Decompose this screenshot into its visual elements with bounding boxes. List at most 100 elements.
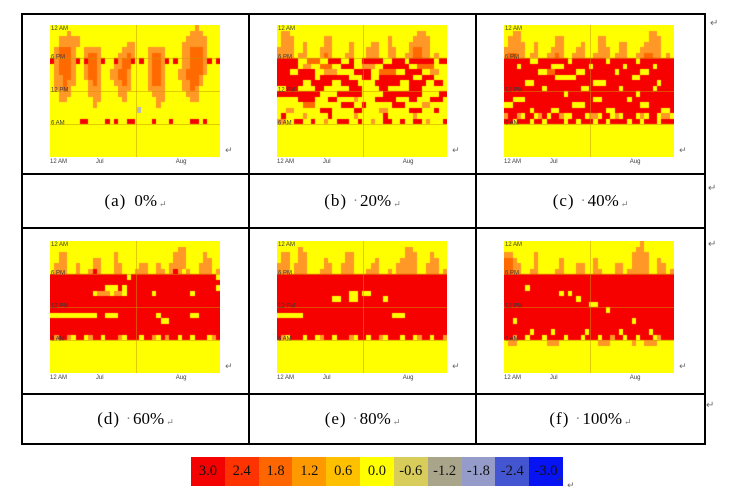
paragraph-mark: ↵ (452, 145, 460, 155)
paragraph-mark: ↵ (225, 361, 233, 371)
xtick-jul: Jul (322, 159, 331, 165)
xtick-aug: Aug (402, 375, 414, 381)
caption-percent: 100% (582, 409, 623, 428)
paragraph-mark: ↵ (225, 145, 233, 155)
caption-percent: 0% (134, 191, 157, 210)
ytick-12am-bottom: 12 AM (50, 375, 68, 381)
caption-label: (b) (324, 191, 348, 210)
ytick-12am-bottom: 12 AM (277, 375, 295, 381)
heatmap-panel-a: 12 AM 6 PM 12 PM 6 AM 12 AM Jul Aug ↵ (23, 15, 250, 175)
colorbar-segment: 0.6 (326, 457, 361, 486)
colorbar-segment: -3.0 ↵ (529, 457, 563, 486)
ytick-12am-top: 12 AM (505, 26, 523, 32)
caption-label: (f) (549, 409, 570, 428)
xtick-jul: Jul (549, 159, 558, 165)
paragraph-mark: ↵ (620, 198, 629, 209)
ytick-6pm: 6 PM (505, 54, 520, 61)
heatmap-panel-c: 12 AM 6 PM 12 PM 6 AM 12 AM Jul Aug ↵ (477, 15, 704, 175)
ytick-6pm: 6 PM (505, 270, 520, 277)
caption-label: (d) (97, 409, 121, 428)
paragraph-mark: ↵ (392, 416, 401, 427)
ytick-6am: 6 AM (51, 336, 65, 343)
colorbar-segment: 0.0 (360, 457, 394, 486)
ytick-12pm: 12 PM (51, 303, 69, 310)
heatmap-panel-f: 12 AM 6 PM 12 PM 6 AM 12 AM Jul Aug ↵ (477, 229, 704, 395)
caption-percent: 60% (133, 409, 165, 428)
colorbar-tick-label: 0.6 (334, 463, 353, 479)
caption-d: (d) · 60% ↵ (23, 395, 250, 443)
ytick-6am: 6 AM (505, 336, 519, 343)
heatmap-plot: 12 AM 6 PM 12 PM 6 AM 12 AM Jul Aug (504, 25, 674, 165)
heatmap-plot: 12 AM 6 PM 12 PM 6 AM 12 AM Jul Aug (504, 241, 674, 381)
xtick-jul: Jul (549, 375, 558, 381)
ytick-12pm: 12 PM (278, 87, 296, 94)
colorbar-segment: -0.6 (393, 457, 428, 486)
paragraph-mark: ↵ (706, 400, 715, 411)
colorbar-segment: 3.0 (191, 457, 225, 486)
colorbar-segment: 1.2 (292, 457, 327, 486)
paragraph-mark: ↵ (708, 239, 717, 250)
heatmap-panel-b: 12 AM 6 PM 12 PM 6 AM 12 AM Jul Aug ↵ (250, 15, 477, 175)
xtick-jul: Jul (95, 375, 104, 381)
paragraph-mark: ↵ (710, 18, 719, 29)
heatmap-canvas (277, 241, 447, 373)
xtick-jul: Jul (95, 159, 104, 165)
paragraph-mark: ↵ (567, 480, 575, 490)
caption-label: (c) (552, 191, 575, 210)
ytick-12pm: 12 PM (505, 303, 523, 310)
paragraph-mark: ↵ (166, 416, 174, 427)
ytick-12pm: 12 PM (51, 87, 69, 94)
ytick-6pm: 6 PM (278, 270, 293, 277)
colorbar-segment: 2.4 (224, 457, 259, 486)
caption-c: (c) · 40% ↵ (477, 175, 704, 229)
ytick-12am-bottom: 12 AM (504, 159, 522, 165)
colorbar-tick-label: -1.8 (466, 463, 490, 479)
heatmap-canvas (277, 25, 447, 157)
xtick-aug: Aug (402, 159, 414, 165)
colorbar-tick-label: 3.0 (198, 463, 217, 479)
colorbar-tick-label: -2.4 (500, 463, 524, 479)
colorbar-segment: 1.8 (258, 457, 293, 486)
space-mark: · (126, 410, 132, 427)
ytick-6pm: 6 PM (51, 54, 66, 61)
paragraph-mark: ↵ (679, 361, 687, 371)
xtick-aug: Aug (629, 375, 641, 381)
ytick-12pm: 12 PM (505, 87, 523, 94)
heatmap-plot: 12 AM 6 PM 12 PM 6 AM 12 AM Jul Aug (277, 241, 447, 381)
caption-percent: 20% (360, 191, 392, 210)
heatmap-plot: 12 AM 6 PM 12 PM 6 AM 12 AM Jul Aug (277, 25, 447, 165)
caption-label: (a) (104, 191, 127, 210)
ytick-12am-top: 12 AM (505, 242, 523, 248)
colorbar-tick-label: 0.0 (367, 463, 387, 479)
paragraph-mark: ↵ (679, 145, 687, 155)
colorbar-tick-label: -3.0 (534, 463, 558, 479)
heatmap-canvas (50, 241, 220, 373)
ytick-6pm: 6 PM (278, 54, 293, 61)
caption-label: (e) (324, 409, 347, 428)
xtick-aug: Aug (175, 375, 187, 381)
heatmap-canvas (504, 241, 674, 373)
heatmap-canvas (504, 25, 674, 157)
heatmap-panel-d: 12 AM 6 PM 12 PM 6 AM 12 AM Jul Aug ↵ (23, 229, 250, 395)
ytick-6am: 6 AM (278, 120, 292, 127)
caption-percent: 40% (587, 191, 619, 210)
paragraph-mark: ↵ (452, 361, 460, 371)
space-mark: · (353, 192, 359, 209)
heatmap-canvas (50, 25, 220, 157)
heatmap-panel-e: 12 AM 6 PM 12 PM 6 AM 12 AM Jul Aug ↵ (250, 229, 477, 395)
ytick-12am-bottom: 12 AM (277, 159, 295, 165)
ytick-12am-top: 12 AM (51, 26, 69, 32)
colorbar-tick-label: 1.8 (266, 463, 285, 479)
artifact-speck (137, 107, 141, 113)
caption-a: (a) 0% ↵ (23, 175, 250, 229)
ytick-12am-top: 12 AM (278, 242, 296, 248)
ytick-12am-bottom: 12 AM (504, 375, 522, 381)
colorbar-segment: -1.8 (461, 457, 496, 486)
colorbar-tick-label: 2.4 (232, 463, 251, 479)
figure-table: 12 AM 6 PM 12 PM 6 AM 12 AM Jul Aug ↵ 12… (21, 13, 706, 445)
colorbar-segment: -1.2 (427, 457, 462, 486)
paragraph-mark: ↵ (159, 198, 167, 209)
space-mark: · (580, 192, 586, 209)
colorbar-tick-label: -0.6 (399, 463, 423, 479)
paragraph-mark: ↵ (624, 416, 632, 427)
